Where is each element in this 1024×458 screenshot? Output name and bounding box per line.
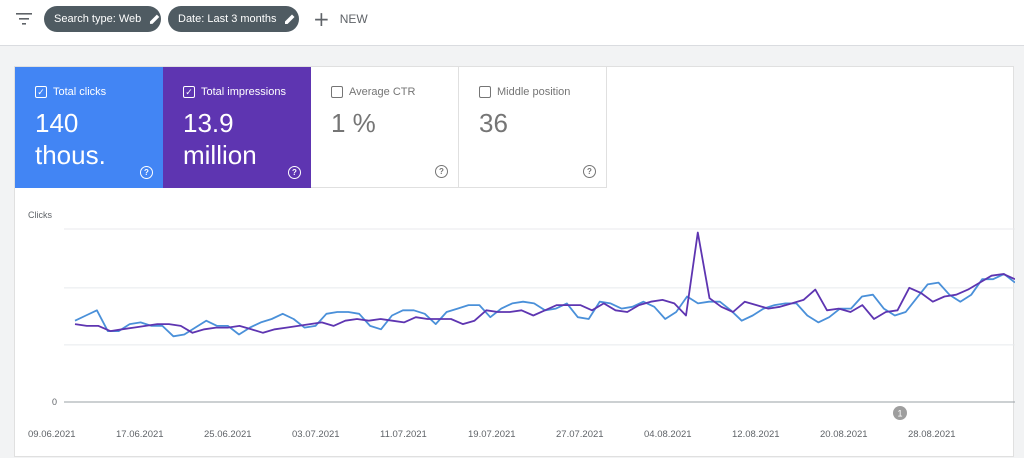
x-tick-label: 12.08.2021 bbox=[732, 429, 780, 440]
date-range-chip-label: Date: Last 3 months bbox=[178, 13, 277, 25]
edit-pencil-icon bbox=[150, 14, 160, 24]
x-tick-label: 28.08.2021 bbox=[908, 429, 956, 440]
help-icon[interactable]: ? bbox=[288, 166, 301, 179]
metric-label: Total impressions bbox=[201, 86, 286, 98]
plus-icon: + bbox=[313, 7, 330, 31]
checkbox-unchecked-icon[interactable] bbox=[479, 86, 491, 98]
metric-label: Total clicks bbox=[53, 86, 107, 98]
help-icon[interactable]: ? bbox=[583, 165, 596, 178]
x-tick-label: 17.06.2021 bbox=[116, 429, 164, 440]
series-line-total-impressions bbox=[74, 231, 1015, 334]
metric-total-clicks[interactable]: ✓ Total clicks 140 thous. ? bbox=[15, 67, 163, 188]
metric-value: 36 bbox=[479, 108, 508, 138]
x-tick-label: 25.06.2021 bbox=[204, 429, 252, 440]
checkbox-unchecked-icon[interactable] bbox=[331, 86, 343, 98]
x-tick-label: 09.06.2021 bbox=[28, 429, 76, 440]
help-icon[interactable]: ? bbox=[435, 165, 448, 178]
annotation-label: 1 bbox=[897, 409, 902, 419]
metric-middle-position[interactable]: Middle position 36 ? bbox=[459, 67, 607, 188]
new-filter-label: NEW bbox=[339, 12, 368, 26]
clicks-line-chart: 0 09.06.2021 17.06.2021 25.06.2021 03.07.202… bbox=[28, 228, 1015, 440]
metric-value: 13.9 million bbox=[183, 108, 257, 170]
search-type-chip-label: Search type: Web bbox=[54, 13, 142, 25]
performance-card: ✓ Total clicks 140 thous. ? ✓ Total impr… bbox=[14, 66, 1015, 457]
chart-y-axis-label: Clicks bbox=[28, 210, 52, 220]
checkbox-checked-icon[interactable]: ✓ bbox=[35, 86, 47, 98]
metric-total-impressions[interactable]: ✓ Total impressions 13.9 million ? bbox=[163, 67, 311, 188]
toolbar: Search type: Web Date: Last 3 months + N… bbox=[0, 0, 1024, 46]
x-tick-label: 27.07.2021 bbox=[556, 429, 604, 440]
new-filter-button[interactable]: + NEW bbox=[313, 8, 368, 30]
metric-value: 1 % bbox=[331, 108, 376, 138]
x-tick-label: 03.07.2021 bbox=[292, 429, 340, 440]
metric-average-ctr[interactable]: Average CTR 1 % ? bbox=[311, 67, 459, 188]
x-tick-label: 04.08.2021 bbox=[644, 429, 692, 440]
x-tick-label: 11.07.2021 bbox=[380, 429, 427, 440]
edit-pencil-icon bbox=[285, 14, 295, 24]
date-range-chip[interactable]: Date: Last 3 months bbox=[168, 6, 299, 32]
annotation-marker[interactable]: 1 bbox=[893, 406, 907, 420]
x-tick-label: 19.07.2021 bbox=[468, 429, 516, 440]
metric-value: 140 thous. bbox=[35, 108, 106, 170]
metric-label: Average CTR bbox=[349, 86, 416, 98]
x-tick-label: 20.08.2021 bbox=[820, 429, 868, 440]
search-type-chip[interactable]: Search type: Web bbox=[44, 6, 161, 32]
y-tick-label: 0 bbox=[52, 397, 57, 407]
filter-icon[interactable] bbox=[14, 11, 34, 27]
checkbox-checked-icon[interactable]: ✓ bbox=[183, 86, 195, 98]
metric-label: Middle position bbox=[497, 86, 571, 98]
help-icon[interactable]: ? bbox=[140, 166, 153, 179]
